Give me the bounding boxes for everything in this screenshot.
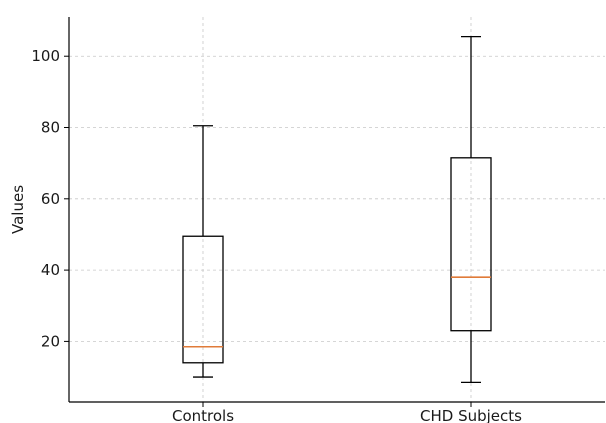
x-tick-label: CHD Subjects: [420, 407, 522, 423]
y-axis-label: Values: [9, 185, 27, 234]
box-group: [182, 125, 224, 378]
x-tick-label: Controls: [172, 407, 234, 423]
box-iqr: [450, 157, 492, 332]
y-tick-label: 100: [31, 47, 60, 65]
grid-layer: [69, 17, 605, 402]
y-tick-label: 60: [41, 190, 60, 208]
y-tick-label: 40: [41, 261, 60, 279]
y-tick-label: 20: [41, 332, 60, 350]
box-group: [450, 35, 492, 384]
box-layer: [182, 35, 492, 384]
box-iqr: [182, 235, 224, 364]
x-tick-layer: Controls CHD Subjects: [172, 402, 522, 423]
axes-layer: [68, 17, 605, 403]
y-tick-layer: 20 40 60 80 100: [31, 47, 69, 350]
y-tick-label: 80: [41, 119, 60, 137]
